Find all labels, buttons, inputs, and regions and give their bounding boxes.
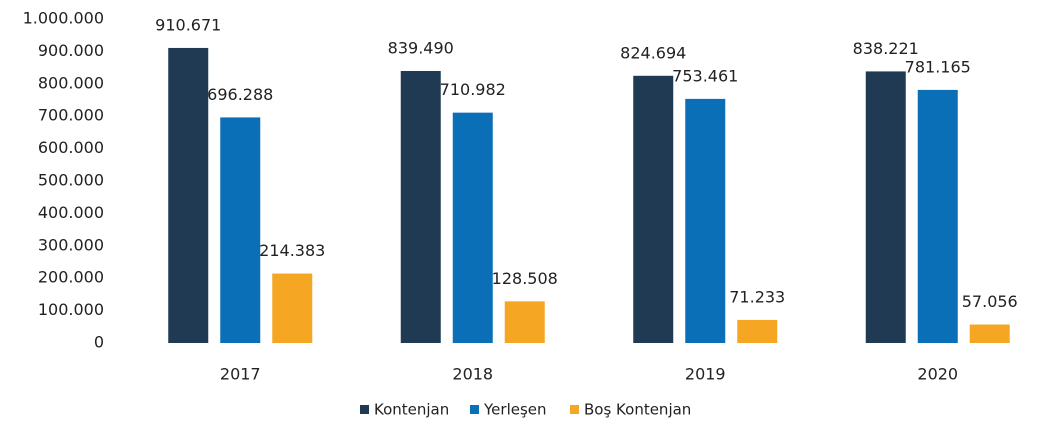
x-tick-label: 2017 xyxy=(220,365,261,384)
bar xyxy=(969,324,1010,343)
bar xyxy=(272,273,313,343)
y-tick-label: 500.000 xyxy=(38,171,104,190)
value-label: 214.383 xyxy=(259,241,325,260)
value-label: 839.490 xyxy=(388,39,454,58)
bar xyxy=(504,301,545,343)
value-label: 824.694 xyxy=(620,43,686,62)
y-tick-label: 800.000 xyxy=(38,73,104,92)
legend-label: Yerleşen xyxy=(483,401,547,419)
value-label: 128.508 xyxy=(492,269,558,288)
value-label: 781.165 xyxy=(905,57,971,76)
bar xyxy=(917,89,958,343)
bar xyxy=(452,112,493,343)
y-tick-label: 1.000.000 xyxy=(23,9,104,28)
value-label: 838.221 xyxy=(853,39,919,58)
bar xyxy=(685,98,726,344)
bar xyxy=(220,117,261,344)
legend-swatch xyxy=(570,405,579,414)
y-tick-label: 200.000 xyxy=(38,268,104,287)
bar xyxy=(400,71,441,343)
y-tick-label: 900.000 xyxy=(38,41,104,60)
value-label: 910.671 xyxy=(155,15,221,34)
x-tick-label: 2019 xyxy=(685,365,726,384)
y-tick-label: 700.000 xyxy=(38,106,104,125)
bar xyxy=(737,319,778,343)
legend-swatch xyxy=(470,405,479,414)
y-tick-label: 600.000 xyxy=(38,138,104,157)
x-tick-label: 2020 xyxy=(917,365,958,384)
value-label: 71.233 xyxy=(729,287,785,306)
value-label: 696.288 xyxy=(207,85,273,104)
y-tick-label: 0 xyxy=(94,333,104,352)
value-label: 57.056 xyxy=(962,292,1018,311)
legend-swatch xyxy=(360,405,369,414)
value-label: 710.982 xyxy=(440,80,506,99)
bar xyxy=(168,47,209,343)
y-tick-label: 400.000 xyxy=(38,203,104,222)
bar xyxy=(633,75,674,344)
x-tick-label: 2018 xyxy=(452,365,493,384)
value-label: 753.461 xyxy=(672,66,738,85)
y-tick-label: 100.000 xyxy=(38,300,104,319)
legend-label: Boş Kontenjan xyxy=(584,401,691,419)
y-tick-label: 300.000 xyxy=(38,235,104,254)
bar xyxy=(865,71,906,344)
legend-label: Kontenjan xyxy=(374,401,449,419)
